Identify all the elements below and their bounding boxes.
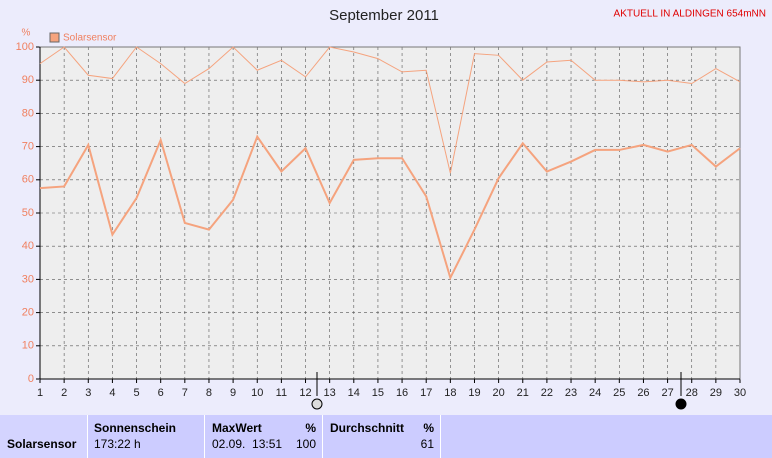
x-tick-label: 12 xyxy=(299,387,311,399)
x-tick-label: 25 xyxy=(613,387,625,399)
legend-label: Solarsensor xyxy=(63,33,117,44)
x-tick-label: 24 xyxy=(589,387,601,399)
header: Sonnenschein xyxy=(94,421,177,435)
row-label: Solarsensor xyxy=(7,437,77,451)
x-tick-label: 1 xyxy=(37,387,43,399)
x-tick-label: 14 xyxy=(348,387,360,399)
row-label-cell: Solarsensor xyxy=(0,415,88,458)
value: 100 xyxy=(295,437,316,451)
unit: % xyxy=(305,421,316,435)
header: Durchschnitt xyxy=(330,421,405,435)
x-tick-label: 27 xyxy=(661,387,673,399)
empty-cell xyxy=(441,415,772,458)
date: 02.09. 13:51 xyxy=(212,437,283,451)
unit: % xyxy=(423,421,434,435)
y-tick-label: 60 xyxy=(22,174,34,186)
cell: Sonnenschein 173:22 h xyxy=(88,415,205,458)
cell: Durchschnitt % 61 xyxy=(323,415,441,458)
y-tick-label: 50 xyxy=(22,207,34,219)
cell: MaxWert % 02.09. 13:51 100 xyxy=(205,415,323,458)
x-tick-label: 26 xyxy=(637,387,649,399)
x-tick-label: 22 xyxy=(541,387,553,399)
moon-new xyxy=(675,398,687,410)
x-tick-label: 17 xyxy=(420,387,432,399)
y-tick-label: 80 xyxy=(22,107,34,119)
x-tick-label: 4 xyxy=(109,387,115,399)
x-tick-label: 18 xyxy=(444,387,456,399)
x-tick-label: 16 xyxy=(396,387,408,399)
data-line xyxy=(39,134,741,281)
x-tick-label: 6 xyxy=(158,387,164,399)
x-tick-label: 10 xyxy=(251,387,263,399)
y-tick-label: 70 xyxy=(22,141,34,153)
y-tick-label: 30 xyxy=(22,273,34,285)
y-tick-label: 20 xyxy=(22,307,34,319)
x-tick-label: 13 xyxy=(324,387,336,399)
x-tick-label: 7 xyxy=(182,387,188,399)
data-line xyxy=(39,46,741,174)
x-tick-label: 15 xyxy=(372,387,384,399)
y-tick-label: 90 xyxy=(22,74,34,86)
x-tick-label: 11 xyxy=(276,387,287,399)
x-tick-label: 30 xyxy=(734,387,746,399)
x-tick-label: 28 xyxy=(686,387,698,399)
moon-full xyxy=(311,398,323,410)
x-tick-label: 21 xyxy=(517,387,529,399)
value: 61 xyxy=(420,437,434,451)
chart: September 2011 AKTUELL IN ALDINGEN 654mN… xyxy=(16,7,766,410)
x-tick-label: 5 xyxy=(133,387,139,399)
x-tick-label: 29 xyxy=(710,387,722,399)
chart-title: September 2011 xyxy=(329,7,439,24)
x-tick-label: 2 xyxy=(61,387,67,399)
x-tick-label: 23 xyxy=(565,387,577,399)
value: 173:22 h xyxy=(94,437,141,451)
x-tick-label: 3 xyxy=(85,387,91,399)
y-tick-label: 40 xyxy=(22,240,34,252)
y-tick-label: 100 xyxy=(16,41,34,53)
header: MaxWert xyxy=(212,421,262,435)
legend-swatch xyxy=(49,32,60,43)
x-tick-label: 9 xyxy=(230,387,236,399)
y-tick-label: 10 xyxy=(22,340,34,352)
x-tick-label: 20 xyxy=(492,387,504,399)
y-axis-label: % xyxy=(22,28,31,39)
y-tick-label: 0 xyxy=(28,373,34,385)
x-tick-label: 19 xyxy=(468,387,480,399)
x-tick-label: 8 xyxy=(206,387,212,399)
annotation: AKTUELL IN ALDINGEN 654mNN xyxy=(614,9,766,20)
